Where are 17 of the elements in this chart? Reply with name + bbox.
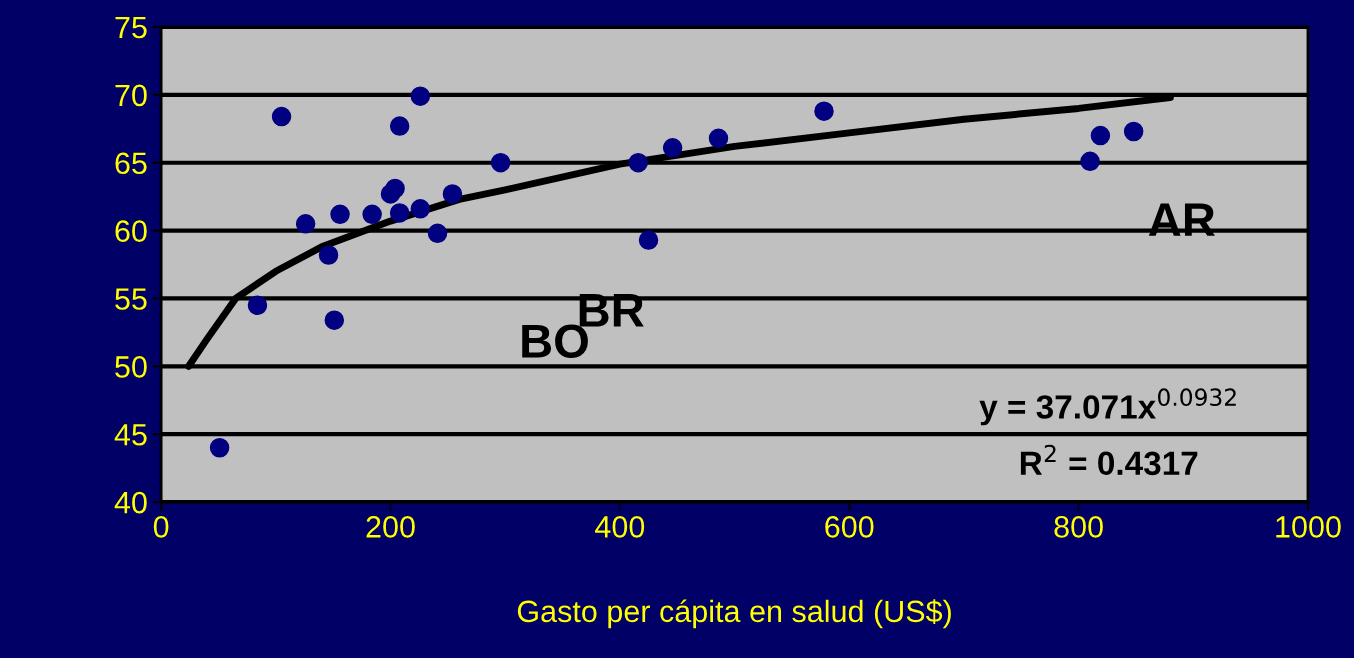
x-tick-label: 800 — [1054, 516, 1103, 538]
y-tick-label: 70 — [115, 84, 147, 107]
y-tick-label: 40 — [114, 491, 147, 514]
x-axis-title: Gasto per cápita en salud (US$) — [517, 599, 951, 629]
x-tick-label: 600 — [825, 516, 874, 538]
y-tick-label: 50 — [115, 356, 147, 378]
y-tick-label: 45 — [114, 424, 147, 446]
annotation: R$^{2}$ = 0.4317 — [1020, 444, 1198, 476]
y-tick-label: 75 — [115, 17, 147, 39]
y-tick-label: 60 — [115, 220, 147, 242]
x-tick-label: 1000 — [1276, 516, 1341, 538]
y-tick-label: 55 — [115, 288, 147, 310]
x-tick-label: 400 — [595, 516, 645, 538]
annotation: y = 37.071x$^{0.0932}$ — [979, 388, 1236, 426]
y-tick-label: 65 — [115, 152, 147, 175]
x-tick-label: 200 — [366, 516, 415, 538]
x-tick-label: 0 — [153, 516, 169, 538]
